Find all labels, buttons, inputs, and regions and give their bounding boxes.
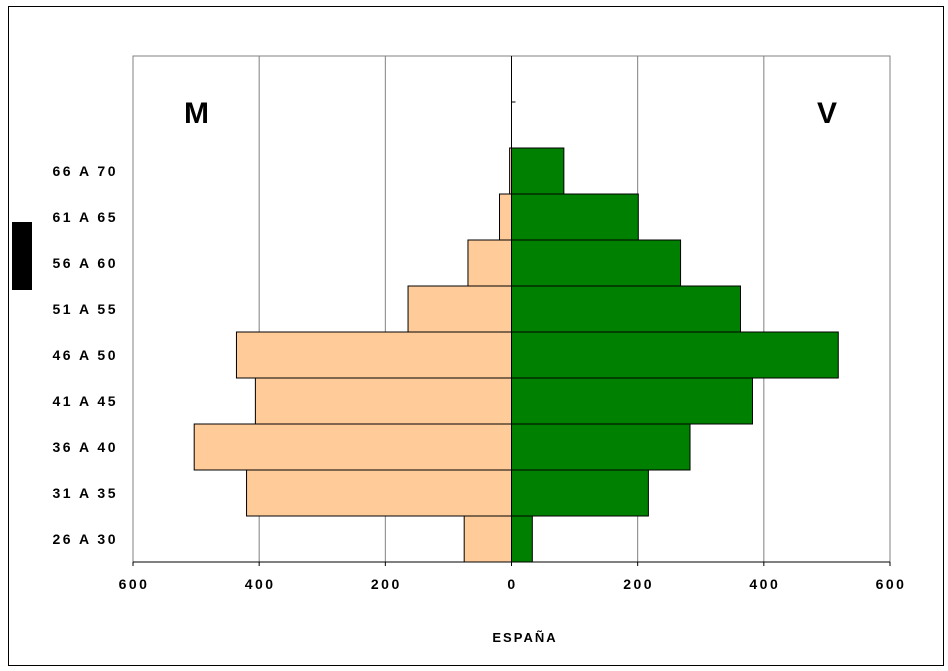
category-label: 26 A 30 [53,531,119,547]
bar-V-46A50 [511,331,839,379]
bar-M-51A55 [407,285,512,333]
category-labels: 26 A 30 31 A 35 36 A 40 41 A 45 46 A 50 51 A … [53,163,119,547]
x-tick-label: 600 [119,576,150,592]
bar-M-61A65 [499,193,512,241]
category-label: 46 A 50 [53,347,119,363]
bar-V-56A60 [511,239,682,287]
category-label: 56 A 60 [53,255,119,271]
bar-M-56A60 [467,239,513,287]
category-label: 61 A 65 [53,209,119,225]
bar-V-51A55 [511,285,741,333]
bars [193,147,839,563]
bar-V-41A45 [511,377,753,425]
category-label: 51 A 55 [53,301,119,317]
bar-M-46A50 [235,331,512,379]
x-tick-label: 600 [876,576,907,592]
category-label: 41 A 45 [53,393,119,409]
x-tick-label: 200 [623,576,654,592]
bar-V-36A40 [511,423,691,471]
bar-M-31A35 [246,469,513,517]
bar-V-26A30 [511,515,533,563]
right-series-label: V [817,97,837,130]
bar-V-31A35 [511,469,649,517]
x-tick-labels: 600 400 200 0 200 400 600 [119,576,907,592]
bar-V-61A65 [511,193,639,241]
category-label: 36 A 40 [53,439,119,455]
category-label: 31 A 35 [53,485,119,501]
x-axis-title: ESPAÑA [492,630,557,645]
x-tick-label: 400 [749,576,780,592]
x-tick-label: 200 [371,576,402,592]
left-series-label: M [184,97,209,130]
x-tick-label: 0 [507,576,517,592]
bar-M-26A30 [463,515,512,563]
side-marker [12,222,32,290]
category-label: 66 A 70 [53,163,119,179]
axes [132,56,891,566]
x-tick-label: 400 [245,576,276,592]
bar-M-41A45 [254,377,513,425]
bar-V-66A70 [511,147,565,195]
bar-M-36A40 [193,423,512,471]
